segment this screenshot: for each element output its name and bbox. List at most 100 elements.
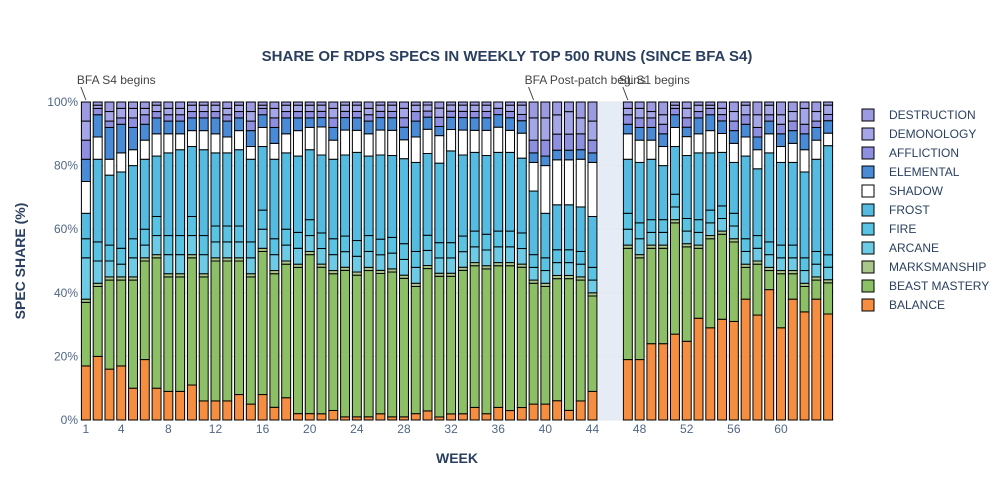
bar-segment-affliction bbox=[516, 113, 527, 122]
legend-item-balance[interactable]: BALANCE bbox=[861, 298, 945, 312]
legend-item-affliction[interactable]: AFFLICTION bbox=[861, 146, 959, 160]
x-tick-label: 12 bbox=[209, 422, 223, 436]
bar-segment-fire bbox=[728, 212, 739, 227]
bar-segment-fire bbox=[481, 233, 492, 251]
bar-segment-elemental bbox=[351, 117, 362, 131]
bar-segment-frost bbox=[245, 158, 256, 243]
bar-segment-frost bbox=[281, 152, 292, 230]
bar-segment-arcane bbox=[92, 260, 103, 284]
bar-segment-arcane bbox=[811, 263, 822, 278]
legend-item-beast-mastery[interactable]: BEAST MASTERY bbox=[861, 279, 989, 293]
bar-segment-shadow bbox=[292, 130, 303, 157]
bar-segment-affliction bbox=[186, 111, 197, 119]
bar-segment-demonology bbox=[139, 107, 150, 116]
bar-segment-arcane bbox=[128, 257, 138, 278]
legend-item-frost[interactable]: FROST bbox=[861, 203, 930, 217]
bar-segment-beast-mastery bbox=[764, 270, 775, 291]
bar-segment-affliction bbox=[457, 110, 468, 119]
bar-segment-beast-mastery bbox=[552, 278, 563, 402]
bar-segment-demonology bbox=[292, 104, 303, 113]
bar-segment-beast-mastery bbox=[505, 265, 515, 412]
bar-segment-fire bbox=[80, 238, 91, 259]
bar-segment-shadow bbox=[728, 142, 739, 163]
legend-label: AFFLICTION bbox=[889, 146, 959, 160]
bar-segment-fire bbox=[245, 241, 256, 259]
bar-segment-beast-mastery bbox=[481, 268, 492, 415]
bar-segment-elemental bbox=[693, 117, 704, 135]
bar-segment-arcane bbox=[222, 241, 233, 259]
bar-segment-fire bbox=[823, 254, 834, 268]
bar-segment-shadow bbox=[634, 139, 645, 163]
bar-segment-elemental bbox=[139, 123, 150, 141]
bar-segment-demonology bbox=[175, 107, 186, 116]
bar-segment-arcane bbox=[540, 270, 551, 284]
bar-segment-affliction bbox=[469, 110, 480, 119]
bar-segment-shadow bbox=[281, 133, 292, 154]
bar-segment-elemental bbox=[740, 123, 751, 138]
bar-segment-destruction bbox=[363, 101, 374, 109]
bar-segment-balance bbox=[693, 317, 704, 421]
legend-swatch bbox=[861, 241, 875, 255]
bar-segment-affliction bbox=[139, 114, 150, 125]
bar-segment-fire bbox=[434, 242, 445, 259]
bar-segment-fire bbox=[316, 232, 327, 250]
bar-segment-destruction bbox=[634, 101, 645, 109]
bar-segment-beast-mastery bbox=[316, 266, 327, 415]
bar-segment-shadow bbox=[764, 133, 775, 154]
bar-segment-demonology bbox=[693, 104, 704, 113]
bar-segment-elemental bbox=[540, 155, 551, 167]
x-tick-label: 60 bbox=[774, 422, 788, 436]
legend-item-marksmanship[interactable]: MARKSMANSHIP bbox=[861, 260, 986, 274]
bar-segment-balance bbox=[563, 409, 574, 421]
bar-segment-fire bbox=[422, 234, 433, 251]
bar-segment-shadow bbox=[740, 136, 751, 157]
bar-segment-frost bbox=[363, 155, 374, 237]
legend-swatch bbox=[861, 127, 875, 141]
bar-segment-arcane bbox=[245, 257, 256, 275]
bar-segment-beast-mastery bbox=[717, 233, 728, 320]
bar-segment-balance bbox=[116, 365, 127, 421]
bar-segment-arcane bbox=[516, 248, 527, 265]
bar-segment-demonology bbox=[622, 107, 633, 116]
legend-item-demonology[interactable]: DEMONOLOGY bbox=[861, 127, 976, 141]
bar-segment-balance bbox=[234, 394, 245, 421]
legend[interactable]: DESTRUCTION DEMONOLOGY AFFLICTION ELEMENTAL… bbox=[861, 108, 989, 312]
bar-segment-demonology bbox=[469, 104, 480, 112]
bar-segment-elemental bbox=[764, 120, 775, 135]
bar-segment-beast-mastery bbox=[92, 285, 103, 357]
bar-segment-fire bbox=[776, 244, 786, 259]
legend-swatch bbox=[861, 165, 875, 179]
bar-segment-arcane bbox=[481, 249, 492, 267]
bar-segment-demonology bbox=[351, 104, 362, 112]
bar-segment-affliction bbox=[80, 139, 91, 160]
legend-item-elemental[interactable]: ELEMENTAL bbox=[861, 165, 960, 179]
bar-segment-affliction bbox=[375, 110, 386, 119]
bar-segment-arcane bbox=[351, 255, 362, 273]
bar-segment-elemental bbox=[552, 149, 563, 161]
legend-item-fire[interactable]: FIRE bbox=[861, 222, 916, 236]
bar-segment-fire bbox=[587, 266, 598, 281]
bar-segment-demonology bbox=[457, 104, 468, 112]
bar-segment-arcane bbox=[776, 257, 786, 272]
bar-segment-beast-mastery bbox=[387, 271, 398, 418]
legend-item-shadow[interactable]: SHADOW bbox=[861, 184, 944, 198]
bar-segment-destruction bbox=[728, 101, 739, 113]
bar-segment-destruction bbox=[92, 101, 103, 106]
bar-segment-shadow bbox=[316, 126, 327, 156]
bar-segment-shadow bbox=[799, 149, 810, 173]
legend-swatch bbox=[861, 222, 875, 236]
bar-segment-beast-mastery bbox=[363, 270, 374, 418]
bar-segment-shadow bbox=[776, 146, 786, 163]
bar-segment-shadow bbox=[563, 159, 574, 206]
bar-segment-balance bbox=[163, 390, 174, 421]
legend-swatch bbox=[861, 279, 875, 293]
bar-segment-fire bbox=[222, 225, 233, 243]
bar-segment-elemental bbox=[175, 120, 186, 135]
y-tick-label: 0% bbox=[61, 413, 79, 427]
bar-segment-elemental bbox=[281, 117, 292, 135]
legend-item-arcane[interactable]: ARCANE bbox=[861, 241, 939, 255]
bar-segment-fire bbox=[528, 254, 539, 268]
legend-item-destruction[interactable]: DESTRUCTION bbox=[861, 108, 976, 122]
bar-segment-shadow bbox=[811, 139, 822, 160]
bar-segment-frost bbox=[198, 149, 209, 237]
